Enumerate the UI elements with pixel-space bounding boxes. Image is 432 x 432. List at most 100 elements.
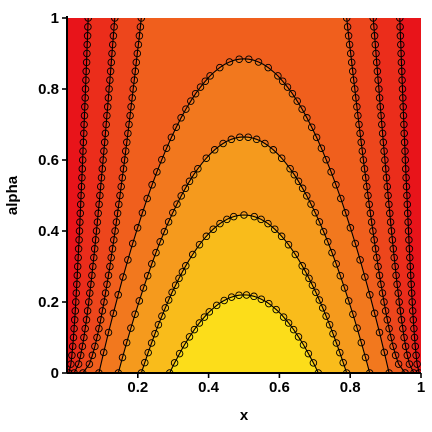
contour-marker [175,274,183,283]
contour-marker [88,271,96,280]
contour-marker [93,333,101,342]
contour-marker [369,227,377,235]
contour-marker [103,111,111,120]
contour-marker [403,200,412,209]
contour-marker [385,369,393,373]
contour-marker [381,307,390,315]
contour-marker [133,49,142,58]
contour-marker [406,253,414,262]
contour-marker [372,49,380,58]
contour-marker [128,239,137,248]
contour-marker [86,289,94,297]
contour-marker [305,274,313,283]
contour-marker [148,181,156,189]
contour-marker [252,135,261,144]
contour-marker [114,369,123,373]
contour-marker [359,156,368,164]
contour-marker [122,338,131,347]
contour-marker [80,111,89,120]
y-tick-label: 0.2 [38,294,59,311]
contour-marker [74,245,83,253]
contour-marker [117,182,125,191]
contour-marker [372,58,381,67]
contour-marker [206,72,214,80]
x-tick-label: 0.8 [340,379,361,396]
contour-marker [80,129,88,138]
contour-marker [293,97,301,105]
contour-marker [401,156,410,164]
contour-marker [378,120,386,129]
contour-marker [169,208,177,217]
contour-marker [83,307,92,315]
contour-line-2 [140,214,348,373]
contour-marker [107,58,116,67]
contour-marker [332,181,340,189]
contour-marker [153,168,161,176]
contour-marker [87,280,95,289]
contour-marker [370,32,379,40]
contour-marker [95,324,103,333]
contour-marker [76,218,84,226]
contour-marker [202,232,211,241]
contour-marker [353,103,361,111]
contour-marker [71,307,80,315]
contour-marker [216,63,224,72]
contour-marker [322,312,330,320]
contour-marker [378,129,387,138]
contour-marker [355,120,363,129]
contour-marker [75,227,84,235]
contour-marker [114,291,122,299]
contour-marker [289,325,298,334]
contour-marker [277,154,286,162]
contour-marker [172,123,181,131]
contour-marker [382,173,391,182]
contour-marker [83,40,91,49]
contour-marker [73,271,82,280]
contour-marker [82,316,91,324]
heatmap-bands [68,18,420,373]
contour-marker [96,191,104,200]
contour-marker [182,105,190,113]
contour-marker [68,351,76,360]
contour-marker [68,342,77,351]
contour-marker [106,76,114,84]
contour-marker [336,271,345,280]
contour-marker [387,333,395,342]
contour-marker [160,227,169,236]
contour-marker [81,103,89,111]
contour-marker [347,58,356,67]
y-tick-label: 0.4 [38,223,60,240]
contour-marker [110,236,118,244]
contour-marker [202,154,211,162]
contour-marker [384,191,392,200]
contour-marker [195,240,204,249]
contour-marker [398,67,406,76]
contour-marker [378,289,387,297]
contour-marker [336,348,344,357]
contour-marker [397,40,405,49]
contour-marker [170,359,179,367]
contour-marker [307,123,316,131]
contour-marker [291,250,300,259]
contour-marker [283,83,292,91]
contour-marker [374,76,382,84]
contour-marker [227,135,236,144]
contour-marker [288,89,297,98]
contour-marker [135,297,144,305]
contour-marker [109,32,118,40]
contour-marker [196,83,205,91]
contour-marker [190,325,199,334]
contour-marker [394,289,402,297]
contour-marker [85,298,93,306]
axes [62,16,422,378]
contour-marker [400,333,408,342]
contour-marker [325,320,334,329]
contour-marker [96,182,105,191]
contour-marker [379,138,388,147]
contour-marker [294,333,303,341]
contour-marker [380,147,388,155]
contour-marker [374,262,382,271]
contour-marker [102,120,110,129]
x-tick-label: 0.2 [127,379,148,396]
contour-marker [79,138,88,147]
